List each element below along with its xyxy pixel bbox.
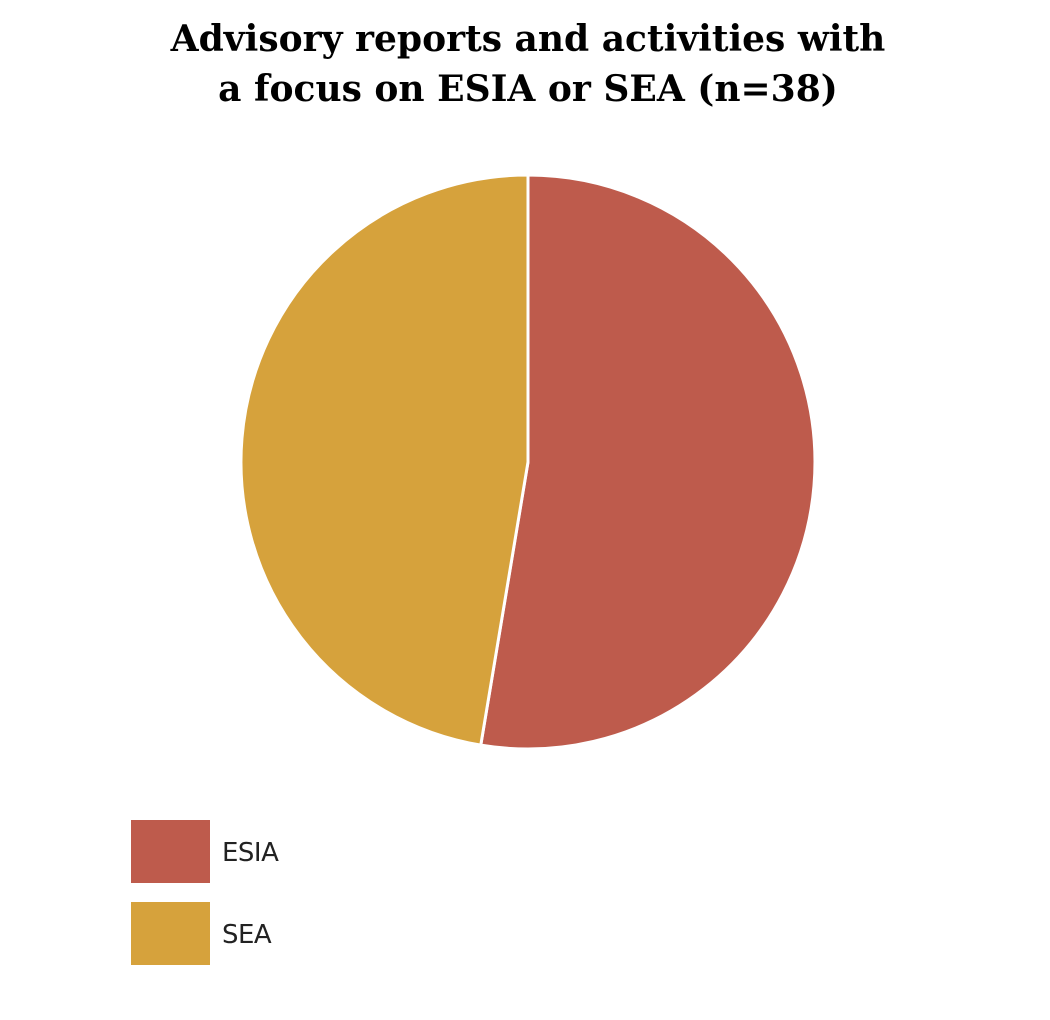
chart-title-line-2: a focus on ESIA or SEA (n=38) <box>218 68 838 110</box>
legend-label-esia: ESIA <box>222 838 279 868</box>
chart-title-line-1: Advisory reports and activities with <box>170 18 886 60</box>
legend-swatch-esia <box>131 820 210 883</box>
pie-slice-esia <box>479 173 817 751</box>
legend-swatch-sea <box>131 902 210 965</box>
pie-slice-sea <box>239 173 530 747</box>
chart-title: Advisory reports and activities with a f… <box>0 14 1050 114</box>
legend-label-sea: SEA <box>222 920 272 950</box>
